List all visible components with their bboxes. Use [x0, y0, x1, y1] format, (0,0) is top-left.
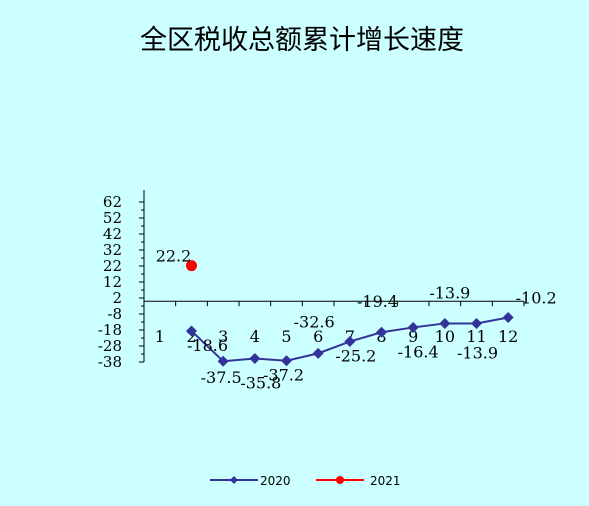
data-point-2020 — [186, 325, 197, 337]
legend-label: 2020 — [260, 474, 291, 488]
data-point-2020 — [312, 347, 324, 359]
x-tick-label: 10 — [435, 327, 455, 346]
y-tick-label: 32 — [103, 241, 122, 259]
legend-item-2020: 2020 — [210, 474, 291, 488]
data-point-2020 — [471, 317, 482, 329]
data-label-2020: -16.4 — [398, 342, 439, 361]
data-label-2020: -10.2 — [516, 289, 557, 308]
data-point-2021 — [186, 260, 197, 272]
data-label-2020: -32.6 — [294, 312, 335, 331]
x-tick-label: 6 — [313, 327, 323, 346]
x-tick-label: 5 — [281, 327, 291, 346]
y-tick-label: 12 — [103, 273, 122, 291]
y-tick-label: 2 — [112, 289, 122, 307]
data-label-2020: -19.4 — [357, 292, 398, 311]
data-point-2020 — [217, 355, 229, 367]
legend-marker — [336, 476, 344, 484]
x-tick-label: 11 — [466, 327, 486, 346]
x-tick-label: 1 — [155, 327, 165, 346]
data-point-2020 — [407, 321, 419, 333]
data-label-2020: -37.2 — [263, 366, 304, 385]
data-point-2020 — [502, 312, 514, 324]
data-label-2020: -13.9 — [429, 283, 470, 302]
legend-item-2021: 2021 — [316, 474, 401, 488]
data-label-2020: -35.8 — [240, 373, 281, 392]
y-tick-label: -8 — [107, 305, 122, 323]
chart-title: 全区税收总额累计增长速度 — [140, 25, 464, 56]
data-label-2020: -37.5 — [201, 368, 242, 387]
x-tick-label: 12 — [498, 327, 518, 346]
y-tick-label: 52 — [103, 209, 122, 227]
y-tick-label: 22 — [103, 257, 122, 275]
legend-marker — [230, 476, 238, 484]
y-tick-label: -38 — [98, 353, 122, 371]
data-point-2020 — [249, 352, 261, 364]
legend-label: 2021 — [370, 474, 401, 488]
y-tick-label: -28 — [98, 337, 122, 355]
x-tick-label: 2 — [186, 327, 196, 346]
data-label-2020: -18.6 — [187, 336, 228, 355]
data-label-2020: -25.2 — [335, 347, 376, 366]
data-point-2020 — [439, 317, 451, 329]
data-point-2020 — [344, 336, 356, 348]
x-tick-label: 4 — [250, 327, 260, 346]
data-label-2021: 22.2 — [156, 247, 192, 266]
data-point-2020 — [376, 326, 387, 338]
y-tick-label: -18 — [98, 321, 122, 339]
x-tick-label: 9 — [408, 327, 418, 346]
data-point-2020 — [281, 355, 292, 367]
data-label-2020: -13.9 — [457, 343, 498, 362]
x-tick-label: 3 — [218, 327, 228, 346]
y-tick-label: 42 — [103, 225, 122, 243]
y-tick-label: 62 — [103, 193, 122, 211]
